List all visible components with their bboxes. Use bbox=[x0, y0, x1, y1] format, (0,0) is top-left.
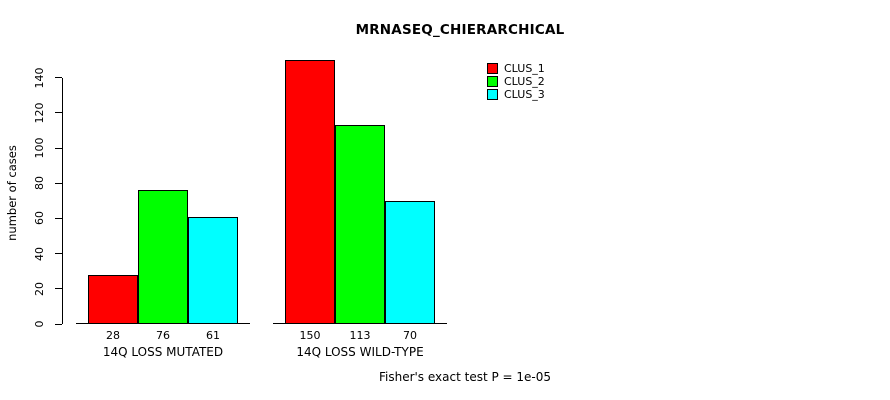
legend-label: CLUS_3 bbox=[504, 88, 545, 101]
legend-label: CLUS_1 bbox=[504, 62, 545, 75]
bar-value-label: 70 bbox=[403, 329, 417, 342]
bar-value-label: 28 bbox=[106, 329, 120, 342]
y-tick-mark bbox=[55, 323, 62, 325]
y-tick-label: 120 bbox=[33, 102, 46, 124]
category-label: 14Q LOSS MUTATED bbox=[102, 345, 224, 359]
legend-item: CLUS_3 bbox=[487, 88, 545, 101]
legend-swatch bbox=[487, 89, 498, 100]
stat-test-footnote: Fisher's exact test P = 1e-05 bbox=[378, 370, 552, 384]
y-tick-mark bbox=[55, 77, 62, 79]
legend-item: CLUS_2 bbox=[487, 75, 545, 88]
y-tick-label: 100 bbox=[33, 137, 46, 159]
y-tick-mark bbox=[55, 147, 62, 149]
y-tick-label: 140 bbox=[33, 67, 46, 89]
legend: CLUS_1 CLUS_2 CLUS_3 bbox=[487, 62, 545, 101]
y-tick-label: 20 bbox=[33, 281, 46, 296]
bar-clus_1 bbox=[88, 274, 138, 324]
y-tick-mark bbox=[55, 217, 62, 219]
y-tick-mark bbox=[55, 253, 62, 255]
bar-clus_1 bbox=[285, 60, 335, 324]
category-label: 14Q LOSS WILD-TYPE bbox=[296, 345, 424, 359]
legend-swatch bbox=[487, 76, 498, 87]
y-axis-line bbox=[62, 77, 63, 324]
legend-label: CLUS_2 bbox=[504, 75, 545, 88]
chart-title: MRNASEQ_CHIERARCHICAL bbox=[355, 22, 565, 38]
bar-clus_2 bbox=[335, 125, 385, 324]
y-tick-label: 0 bbox=[33, 320, 46, 328]
bar-clus_2 bbox=[138, 190, 188, 324]
bar-value-label: 113 bbox=[349, 329, 371, 342]
bar-value-label: 76 bbox=[156, 329, 170, 342]
bar-value-label: 61 bbox=[206, 329, 220, 342]
bar-value-label: 150 bbox=[299, 329, 321, 342]
bar-clus_3 bbox=[385, 200, 435, 324]
plot-area: 0 20 40 60 80 100 120 140 28 76 61 14Q LOSS MUTATED… bbox=[33, 60, 462, 359]
legend-item: CLUS_1 bbox=[487, 62, 545, 75]
y-tick-mark bbox=[55, 112, 62, 114]
bar-clus_3 bbox=[188, 216, 238, 324]
y-tick-label: 60 bbox=[33, 211, 46, 226]
y-tick-mark bbox=[55, 288, 62, 290]
y-tick-mark bbox=[55, 182, 62, 184]
legend-swatch bbox=[487, 63, 498, 74]
y-tick-label: 80 bbox=[33, 176, 46, 191]
y-axis-title: number of cases bbox=[5, 145, 19, 241]
y-tick-label: 40 bbox=[33, 246, 46, 261]
